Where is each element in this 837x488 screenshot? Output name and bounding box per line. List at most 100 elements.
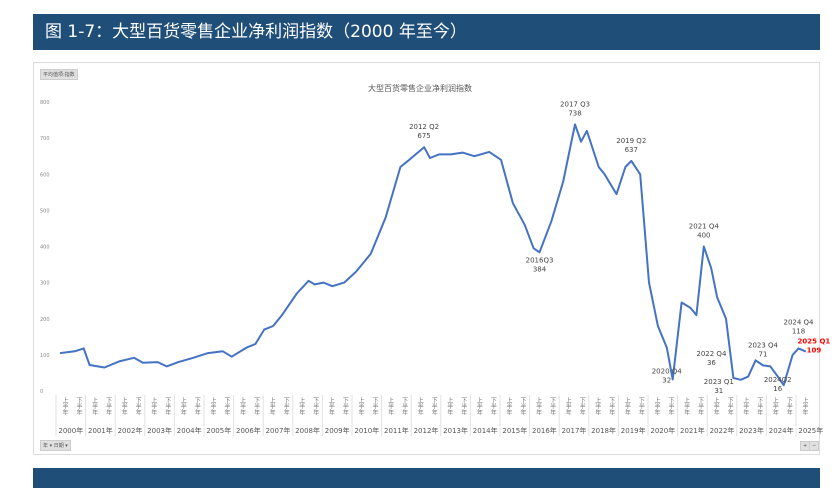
series-line bbox=[59, 123, 807, 387]
x-half-label: 下半年 bbox=[311, 397, 319, 415]
x-year-label: 2007年 bbox=[266, 426, 291, 435]
x-year-label: 2025年 bbox=[798, 426, 823, 435]
x-half-label: 下半年 bbox=[252, 397, 260, 415]
x-half-label: 下半年 bbox=[785, 397, 793, 415]
annotation-value: 738 bbox=[568, 109, 581, 117]
annotation-label: 2016Q3 bbox=[526, 256, 554, 264]
x-half-label: 上半年 bbox=[564, 397, 572, 415]
x-half-label: 下半年 bbox=[578, 397, 586, 415]
x-year-label: 2009年 bbox=[325, 426, 350, 435]
x-year-label: 2011年 bbox=[384, 426, 409, 435]
annotation-value: 109 bbox=[807, 347, 822, 355]
annotation-value: 36 bbox=[707, 359, 716, 367]
x-half-label: 下半年 bbox=[223, 397, 230, 415]
annotation-value: 637 bbox=[625, 146, 638, 154]
x-year-label: 2023年 bbox=[739, 426, 764, 435]
annotation-value: 31 bbox=[714, 387, 723, 395]
x-half-label: 上半年 bbox=[505, 397, 512, 415]
x-half-label: 上半年 bbox=[90, 397, 98, 415]
x-year-label: 2016年 bbox=[532, 426, 557, 435]
x-half-label: 下半年 bbox=[489, 397, 497, 415]
x-half-label: 上半年 bbox=[712, 397, 720, 415]
y-tick-label: 100 bbox=[40, 353, 50, 359]
figure-title: 图 1-7：大型百货零售企业净利润指数（2000 年至今） bbox=[45, 22, 467, 42]
annotation-label: 2023 Q4 bbox=[748, 341, 779, 349]
x-year-label: 2002年 bbox=[118, 426, 143, 435]
y-tick-label: 500 bbox=[40, 208, 50, 214]
collapse-button[interactable]: − bbox=[809, 441, 820, 451]
y-tick-label: 200 bbox=[40, 317, 50, 323]
x-half-label: 上半年 bbox=[268, 397, 276, 415]
y-tick-label: 300 bbox=[40, 281, 50, 287]
x-half-label: 上半年 bbox=[386, 397, 394, 415]
x-half-label: 下半年 bbox=[755, 397, 763, 415]
annotation-label: 2022 Q4 bbox=[696, 350, 727, 358]
x-half-label: 上半年 bbox=[623, 397, 631, 415]
x-half-label: 下半年 bbox=[726, 397, 734, 415]
x-year-label: 2004年 bbox=[177, 426, 202, 435]
x-half-label: 上半年 bbox=[682, 397, 690, 415]
x-year-label: 2022年 bbox=[710, 426, 735, 435]
annotation-label: 2021 Q4 bbox=[689, 223, 720, 231]
x-half-label: 上半年 bbox=[209, 397, 216, 415]
x-half-label: 下半年 bbox=[104, 397, 112, 415]
x-half-label: 上半年 bbox=[593, 397, 601, 415]
x-year-label: 2003年 bbox=[147, 426, 172, 435]
x-half-label: 上半年 bbox=[61, 397, 68, 415]
x-year-label: 2021年 bbox=[680, 426, 705, 435]
x-half-label: 上半年 bbox=[534, 397, 542, 415]
x-half-label: 下半年 bbox=[163, 397, 171, 415]
x-half-label: 下半年 bbox=[400, 397, 408, 415]
x-year-label: 2010年 bbox=[354, 426, 379, 435]
annotation-label: 2017 Q3 bbox=[560, 100, 590, 108]
annotation-label: 2024 Q4 bbox=[784, 318, 815, 326]
x-half-label: 下半年 bbox=[696, 397, 704, 415]
x-half-label: 上半年 bbox=[771, 397, 779, 415]
annotation-value: 16 bbox=[773, 385, 782, 393]
annotation-value: 32 bbox=[662, 376, 671, 384]
x-half-label: 下半年 bbox=[282, 397, 290, 415]
x-year-label: 2017年 bbox=[562, 426, 587, 435]
x-year-label: 2001年 bbox=[88, 426, 113, 435]
x-year-label: 2000年 bbox=[58, 426, 83, 435]
y-tick-label: 800 bbox=[40, 100, 50, 106]
x-year-label: 2014年 bbox=[473, 426, 498, 435]
x-half-label: 下半年 bbox=[519, 397, 526, 415]
x-half-label: 下半年 bbox=[548, 397, 556, 415]
x-year-label: 2019年 bbox=[621, 426, 646, 435]
annotation-value: 384 bbox=[533, 265, 547, 273]
chart-panel bbox=[33, 62, 820, 455]
x-half-label: 下半年 bbox=[667, 397, 674, 415]
x-half-label: 下半年 bbox=[193, 397, 201, 415]
annotation-label: 2019 Q2 bbox=[616, 137, 646, 145]
x-half-label: 上半年 bbox=[297, 397, 305, 415]
x-half-label: 上半年 bbox=[327, 397, 335, 415]
x-half-label: 下半年 bbox=[134, 397, 142, 415]
x-year-label: 2018年 bbox=[591, 426, 616, 435]
x-half-label: 下半年 bbox=[607, 397, 615, 415]
x-half-label: 下半年 bbox=[341, 397, 349, 415]
x-half-label: 上半年 bbox=[741, 397, 749, 415]
x-half-label: 上半年 bbox=[416, 397, 424, 415]
annotation-label: 2024Q2 bbox=[764, 376, 792, 384]
x-year-label: 2012年 bbox=[414, 426, 439, 435]
x-half-label: 上半年 bbox=[357, 397, 364, 415]
x-year-label: 2013年 bbox=[443, 426, 468, 435]
field-button[interactable]: 平均值项:指数 bbox=[40, 69, 78, 80]
x-year-label: 2024年 bbox=[769, 426, 794, 435]
x-year-label: 2015年 bbox=[502, 426, 527, 435]
annotation-label: 2023 Q1 bbox=[704, 378, 734, 386]
annotation-value: 118 bbox=[792, 327, 805, 335]
x-half-label: 上半年 bbox=[149, 397, 157, 415]
x-half-label: 上半年 bbox=[238, 397, 246, 415]
x-half-label: 下半年 bbox=[371, 397, 378, 415]
annotation-label: 2012 Q2 bbox=[409, 123, 439, 131]
annotation-label: 2020 Q4 bbox=[652, 367, 683, 375]
y-tick-label: 0 bbox=[40, 389, 43, 395]
annotation-value: 675 bbox=[417, 132, 430, 140]
annotation-value: 400 bbox=[697, 232, 710, 240]
figure-title-bar: 图 1-7：大型百货零售企业净利润指数（2000 年至今） bbox=[33, 14, 820, 50]
x-year-label: 2006年 bbox=[236, 426, 261, 435]
date-filter-button[interactable]: 年 ▾ 日期 ▾ bbox=[40, 440, 71, 451]
